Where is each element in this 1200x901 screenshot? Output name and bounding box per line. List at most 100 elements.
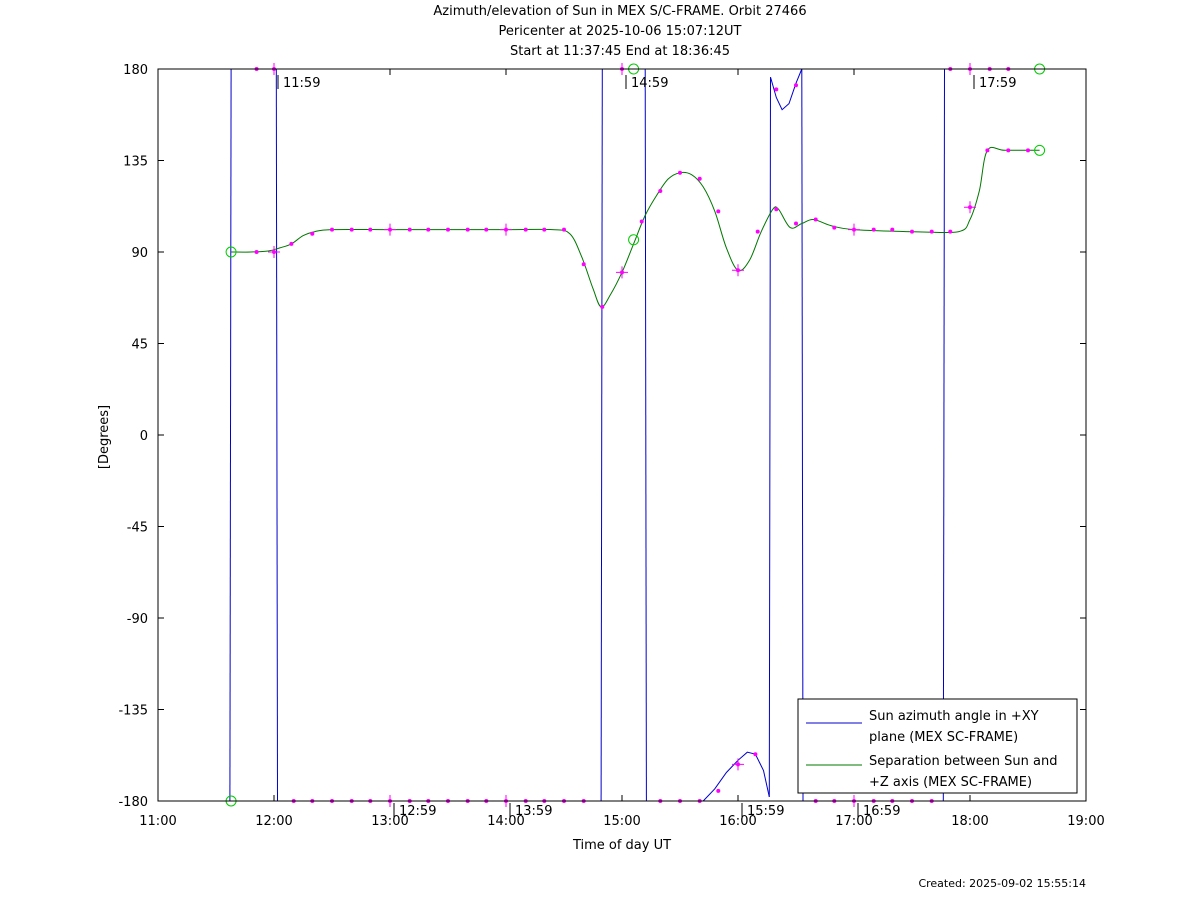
hour-annotation-label: 13:59 [515,804,552,819]
legend-label-azimuth-2: plane (MEX SC-FRAME) [869,730,1018,745]
data-point-marker [368,227,373,232]
y-tick-label: 180 [123,63,148,78]
data-point-marker [562,227,566,232]
data-point-marker [289,241,294,246]
chart-markers [225,63,1046,807]
hour-annotation-label: 15:59 [747,804,784,819]
start-end-line: Start at 11:37:45 End at 18:36:45 [509,44,731,59]
hour-plus-marker [848,223,860,236]
data-point-marker [774,87,779,92]
hour-plus-marker [732,264,744,277]
data-point-marker [639,219,644,224]
data-point-marker [523,227,528,232]
data-point-marker [1026,148,1030,153]
endpoint-circle-marker [1034,144,1046,156]
data-point-marker [349,227,354,232]
plot-frame [157,68,1087,802]
x-axis-label: Time of day UT [572,838,671,853]
data-point-marker [813,217,818,222]
hour-annotation-label: 17:59 [979,76,1016,91]
hour-annotation-label: 12:59 [399,804,436,819]
x-tick-label: 13:00 [371,814,408,829]
y-tick-label: -180 [118,795,148,810]
hour-annotation-label: 16:59 [863,804,900,819]
hour-annotation-label: 14:59 [631,76,668,91]
series-line-azimuth [646,751,770,802]
series-line-azimuth [942,68,945,802]
data-point-marker [794,83,798,88]
series-line-azimuth [275,68,278,802]
data-point-marker [484,227,489,232]
legend-label-separation-2: +Z axis (MEX SC-FRAME) [869,775,1032,790]
data-point-marker [985,148,990,153]
data-point-marker [753,752,758,757]
series-line-azimuth [801,68,804,802]
x-tick-label: 16:00 [719,814,756,829]
series-line-azimuth [600,68,603,802]
data-point-marker [426,227,431,232]
x-tick-label: 12:00 [255,814,292,829]
data-point-marker [600,304,605,309]
data-point-marker [910,229,914,234]
hour-annotation-label: 11:59 [283,76,320,91]
x-axis-ticks: 11:00 12:00 13:00 14:00 15:00 16:00 17:00 18:00… [139,69,1105,829]
x-tick-label: 15:00 [603,814,640,829]
data-point-marker [581,262,586,267]
data-point-marker [678,170,682,175]
y-tick-label: -90 [127,612,148,627]
x-tick-label: 17:00 [835,814,872,829]
endpoint-circle-marker [628,234,640,246]
legend: Sun azimuth angle in +XY plane (MEX SC-F… [797,698,1078,794]
hour-plus-marker [732,758,744,771]
series-line-azimuth [229,68,232,802]
legend-label-azimuth-1: Sun azimuth angle in +XY [869,709,1039,724]
hour-plus-marker [616,266,628,279]
chart-series [229,68,1040,802]
data-point-marker [948,229,953,234]
legend-box [797,698,1078,794]
series-line-azimuth [768,68,803,797]
y-tick-label: 90 [131,246,148,261]
y-axis-ticks: 180 135 90 45 0 -45 -90 -135 -180 [118,63,1086,810]
data-point-marker [254,250,259,254]
created-timestamp: Created: 2025-09-02 15:55:14 [918,877,1086,890]
hour-plus-marker [500,223,512,236]
endpoint-circle-marker [225,246,237,258]
pericenter-line: Pericenter at 2025-10-06 15:07:12UT [498,24,742,39]
x-tick-label: 19:00 [1067,814,1104,829]
y-tick-label: -45 [127,521,148,536]
data-point-marker [330,227,334,232]
data-point-marker [446,227,450,232]
data-point-marker [774,207,779,212]
data-point-marker [542,227,547,232]
data-point-marker [1006,148,1011,153]
data-point-marker [407,227,412,232]
hour-plus-marker [384,223,396,236]
data-point-marker [890,227,895,232]
y-tick-label: 0 [140,429,148,444]
data-point-marker [310,231,315,236]
data-point-marker [716,788,721,793]
data-point-marker [871,227,876,232]
y-tick-label: 135 [123,155,148,170]
y-tick-label: 45 [131,338,148,353]
data-point-marker [697,176,702,181]
data-point-marker [755,229,760,234]
hour-plus-marker [268,246,280,258]
x-tick-label: 11:00 [139,814,176,829]
data-point-marker [832,225,837,230]
data-point-marker [794,221,798,226]
chart-title: Azimuth/elevation of Sun in MEX S/C-FRAM… [433,4,807,19]
series-line-azimuth [644,68,647,802]
series-line-separation [231,146,1040,308]
data-point-marker [716,209,721,214]
y-tick-label: -135 [118,704,148,719]
x-tick-label: 14:00 [487,814,524,829]
x-tick-label: 18:00 [951,814,988,829]
data-point-marker [929,229,934,234]
hour-plus-marker [964,201,976,214]
chart-annotations: 11:59 12:59 13:59 14:59 15:59 16:59 17:59 [277,75,1016,819]
data-point-marker [658,189,663,193]
legend-label-separation-1: Separation between Sun and [869,754,1057,769]
